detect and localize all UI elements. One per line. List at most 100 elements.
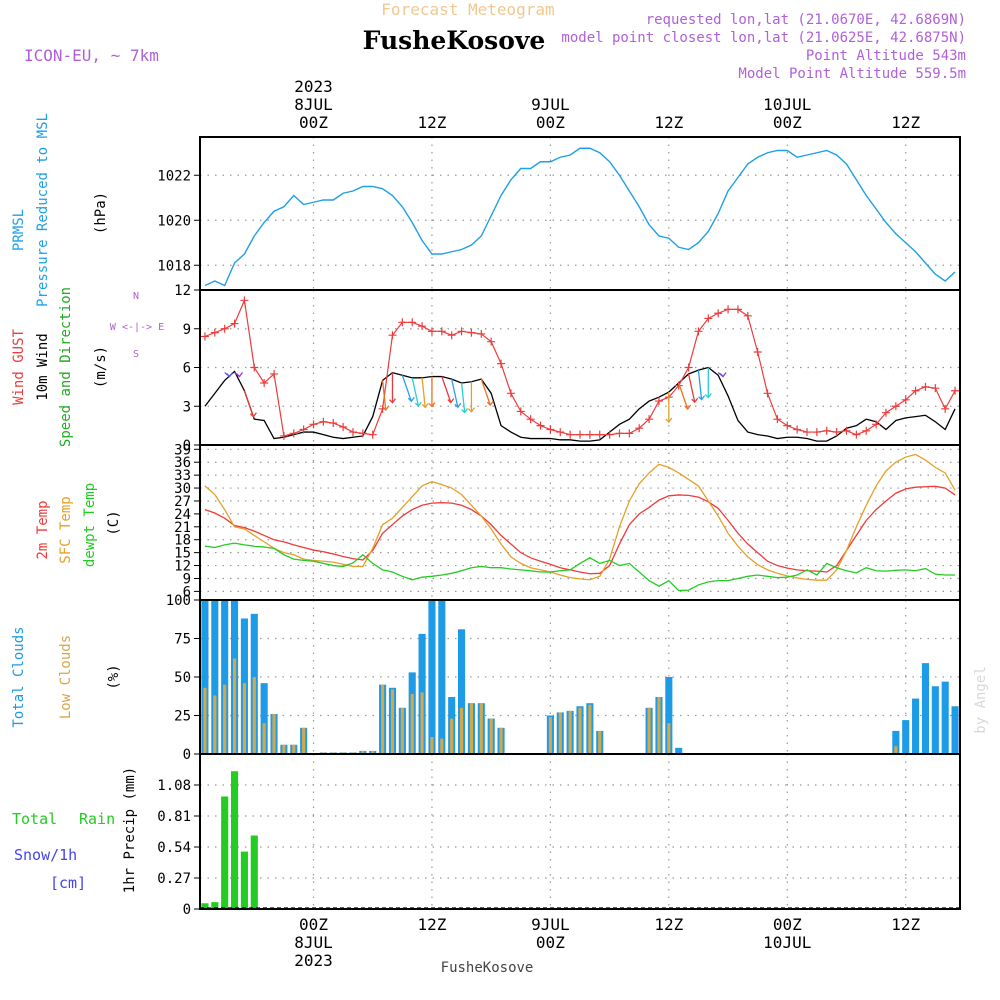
low-cloud-bar [203, 687, 207, 754]
total-cloud-bar [675, 747, 683, 754]
low-cloud-bar [400, 707, 404, 754]
gust-marker [694, 327, 703, 336]
wind-arrow [480, 378, 491, 406]
gust-marker [881, 408, 890, 417]
gust-marker [418, 322, 427, 331]
gust-marker [783, 421, 792, 430]
bottom-time-label: 12Z [417, 915, 446, 934]
low-cloud-bar [381, 684, 385, 754]
gust-marker [437, 327, 446, 336]
prmsl-line [204, 147, 956, 287]
wind-arrow [687, 373, 696, 403]
temp-tick-label: 9 [183, 571, 191, 587]
compass-s: S [133, 349, 139, 360]
wind-tick-label: 12 [174, 283, 191, 299]
temp-label: 2m Temp [35, 500, 51, 559]
gust-marker [684, 363, 693, 372]
gust-marker [526, 415, 535, 424]
pressure-tick-label: 1020 [157, 213, 191, 229]
temp-tick-label: 15 [174, 546, 191, 562]
gust-marker [516, 407, 525, 416]
temp-unit: (C) [106, 510, 122, 535]
bottom-time-label: 12Z [891, 915, 920, 934]
precip-tick-label: 0.54 [157, 840, 191, 856]
gust-marker [556, 428, 565, 437]
low-cloud-bar [459, 707, 464, 754]
total-cloud-bar [260, 683, 268, 754]
gust-marker [477, 329, 486, 338]
gust-marker [724, 305, 733, 314]
top-time-label: 12Z [417, 113, 446, 132]
low-cloud-bar [410, 693, 414, 754]
gust-marker [566, 430, 575, 439]
sfc-temp-label: SFC Temp [58, 496, 74, 563]
gust-marker [862, 426, 871, 435]
wind-arrow [381, 380, 387, 411]
wind-arrow [421, 377, 426, 408]
temp-tick-label: 21 [174, 520, 191, 536]
gust-marker [615, 429, 624, 438]
low-cloud-bar [242, 683, 246, 754]
gust-marker [941, 404, 950, 413]
rain-bar [211, 902, 219, 909]
low-cloud-bar [667, 723, 671, 754]
gust-marker [674, 381, 683, 390]
gust-marker [753, 348, 762, 356]
total-cloud-bar [902, 720, 910, 754]
gust-marker [398, 318, 407, 327]
low-cloud-bar [282, 744, 286, 754]
wind-arrow-head [447, 398, 455, 404]
dewpt-line [204, 542, 956, 592]
low-cloud-bar [479, 703, 483, 754]
low-cloud-bar [558, 712, 562, 754]
wind-arrow-head [665, 417, 673, 424]
gust-marker [260, 379, 269, 387]
gust-marker [536, 421, 545, 430]
gust-marker [329, 419, 338, 428]
gust-marker [635, 424, 644, 433]
total-cloud-bar [221, 600, 229, 754]
gust-marker [348, 428, 357, 437]
gust-marker [339, 422, 348, 431]
pressure-tick-label: 1018 [157, 258, 191, 274]
gust-marker [803, 428, 812, 437]
rain-label: Rain [79, 810, 115, 828]
low-cloud-bar [232, 658, 237, 754]
low-cloud-bar [469, 703, 473, 754]
gust-marker [457, 327, 466, 336]
gust-marker [487, 337, 496, 346]
low-cloud-bar [450, 718, 454, 754]
total-cloud-bar [931, 686, 939, 754]
wind-arrow-head [421, 402, 429, 409]
gust-marker [822, 426, 831, 435]
gust-marker [220, 324, 229, 333]
gust-marker [289, 429, 298, 438]
low-cloud-bar [420, 692, 424, 754]
low-cloud-bar [361, 750, 365, 754]
pressure-tick-label: 1022 [157, 168, 191, 184]
wind-arrow-head [389, 398, 396, 404]
wind-arrow-head [461, 408, 469, 414]
total-cloud-bar [665, 677, 673, 754]
gust-marker [279, 431, 288, 440]
gust-marker [645, 415, 654, 424]
gust-marker [585, 430, 594, 439]
total-cloud-bar [892, 730, 900, 754]
rain-bar [240, 851, 248, 909]
total-cloud-bar [201, 600, 209, 754]
clouds-unit: (%) [106, 664, 122, 689]
bottom-time-label: 00Z [536, 933, 565, 952]
temp-tick-label: 36 [174, 455, 191, 471]
wind-arrow [441, 376, 452, 403]
point-altitude: Point Altitude 543m [806, 48, 966, 64]
gust-marker [842, 426, 851, 435]
pressure-unit: (hPa) [93, 192, 109, 234]
clouds-tick-label: 75 [174, 632, 191, 648]
gust-marker [240, 296, 249, 305]
gust-marker [309, 420, 318, 429]
wind-arrow-head [226, 372, 234, 378]
precip-tick-label: 0 [183, 902, 191, 918]
low-cloud-bar [568, 710, 572, 754]
low-cloud-bar [302, 727, 306, 754]
